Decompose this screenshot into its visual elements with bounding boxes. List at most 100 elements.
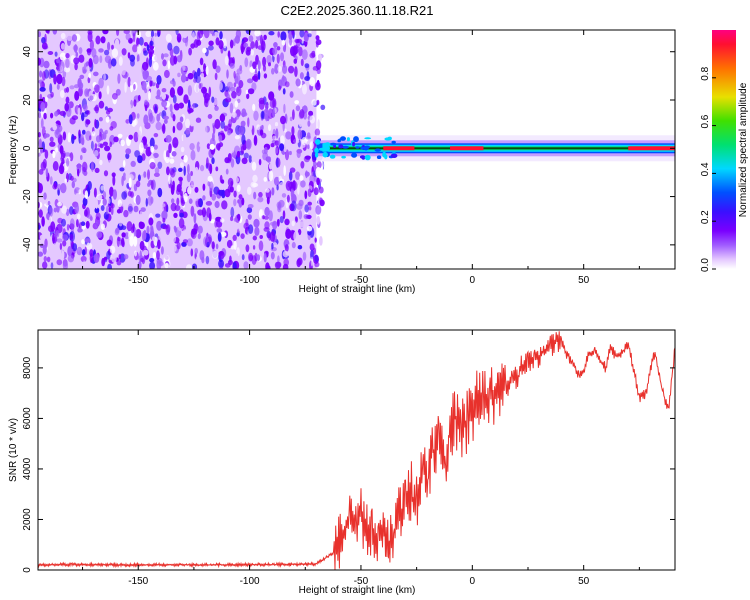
noise-speckle [164, 262, 169, 269]
noise-speckle [152, 72, 156, 83]
noise-speckle [203, 125, 208, 136]
noise-speckle [116, 209, 122, 214]
noise-speckle [114, 38, 120, 48]
noise-speckle [310, 256, 314, 267]
snr-y-tick-label: 4000 [22, 457, 33, 480]
noise-speckle [105, 205, 109, 215]
noise-speckle [182, 133, 187, 142]
noise-speckle [236, 68, 243, 75]
noise-speckle [232, 234, 237, 241]
noise-speckle [137, 155, 143, 164]
noise-speckle [152, 236, 156, 242]
noise-speckle [277, 31, 281, 38]
noise-speckle [54, 96, 61, 102]
noise-speckle [268, 163, 273, 170]
noise-speckle [41, 172, 47, 181]
noise-speckle [211, 96, 215, 103]
noise-speckle [160, 246, 164, 255]
noise-speckle [277, 124, 282, 134]
noise-speckle [209, 260, 216, 269]
noise-speckle [282, 250, 289, 258]
noise-speckle [253, 110, 259, 121]
noise-speckle [56, 259, 63, 266]
noise-speckle [71, 34, 78, 42]
noise-speckle [69, 85, 75, 90]
noise-speckle [266, 196, 270, 205]
noise-speckle [285, 180, 292, 191]
noise-speckle [276, 167, 281, 174]
noise-speckle [215, 37, 220, 46]
noise-speckle [168, 175, 171, 185]
noise-speckle [198, 142, 205, 148]
noise-speckle [90, 140, 94, 151]
noise-speckle [60, 32, 66, 40]
noise-speckle [133, 227, 137, 238]
noise-speckle [57, 202, 63, 207]
snr-x-tick-label: 50 [578, 576, 590, 587]
noise-speckle [49, 141, 56, 147]
noise-speckle [171, 151, 177, 157]
noise-speckle [69, 69, 74, 76]
noise-speckle [98, 91, 102, 100]
noise-speckle [313, 187, 319, 196]
noise-speckle [229, 255, 232, 263]
noise-speckle [56, 83, 60, 90]
noise-speckle [42, 261, 48, 269]
noise-speckle [168, 183, 173, 189]
noise-speckle [112, 175, 116, 186]
noise-speckle [124, 215, 128, 224]
noise-speckle [221, 200, 228, 210]
noise-speckle [149, 137, 155, 149]
noise-speckle [238, 194, 243, 200]
noise-speckle [300, 161, 305, 169]
noise-speckle [123, 209, 129, 218]
noise-speckle [212, 124, 216, 135]
noise-speckle [219, 218, 225, 223]
noise-speckle [185, 127, 191, 135]
noise-speckle [220, 120, 225, 129]
noise-speckle [104, 129, 108, 135]
noise-speckle [173, 225, 177, 231]
noise-speckle [93, 187, 97, 198]
noise-speckle [233, 240, 237, 250]
noise-speckle [157, 31, 161, 37]
noise-speckle [115, 114, 121, 122]
noise-speckle [54, 111, 59, 117]
noise-speckle [312, 161, 318, 167]
noise-speckle [190, 205, 195, 217]
noise-speckle [81, 112, 85, 122]
noise-speckle [197, 233, 201, 240]
noise-speckle [145, 197, 148, 207]
noise-speckle [292, 109, 295, 120]
noise-speckle [171, 184, 176, 192]
noise-speckle [269, 231, 276, 242]
noise-speckle [116, 30, 120, 36]
noise-speckle [41, 37, 46, 44]
noise-speckle [236, 232, 240, 237]
noise-speckle [280, 52, 284, 62]
noise-speckle [208, 181, 214, 192]
noise-speckle [291, 30, 295, 36]
noise-speckle [314, 237, 317, 243]
noise-speckle [319, 236, 323, 246]
noise-speckle [89, 39, 94, 51]
noise-speckle [199, 57, 204, 66]
noise-speckle [258, 139, 261, 147]
noise-speckle [82, 197, 88, 206]
noise-speckle [315, 48, 319, 58]
noise-speckle [39, 93, 43, 101]
noise-speckle [253, 73, 259, 83]
noise-speckle [290, 188, 295, 199]
signal-speckle [341, 155, 346, 159]
noise-speckle [175, 30, 179, 36]
noise-speckle [200, 164, 205, 172]
noise-speckle [164, 156, 170, 164]
noise-speckle [261, 124, 264, 130]
noise-speckle [229, 138, 236, 147]
noise-speckle [94, 167, 100, 174]
noise-speckle [150, 30, 155, 38]
noise-speckle [293, 137, 296, 144]
noise-speckle [75, 52, 79, 57]
spectrogram-x-tick-label: -150 [128, 275, 148, 286]
noise-speckle [231, 91, 237, 99]
